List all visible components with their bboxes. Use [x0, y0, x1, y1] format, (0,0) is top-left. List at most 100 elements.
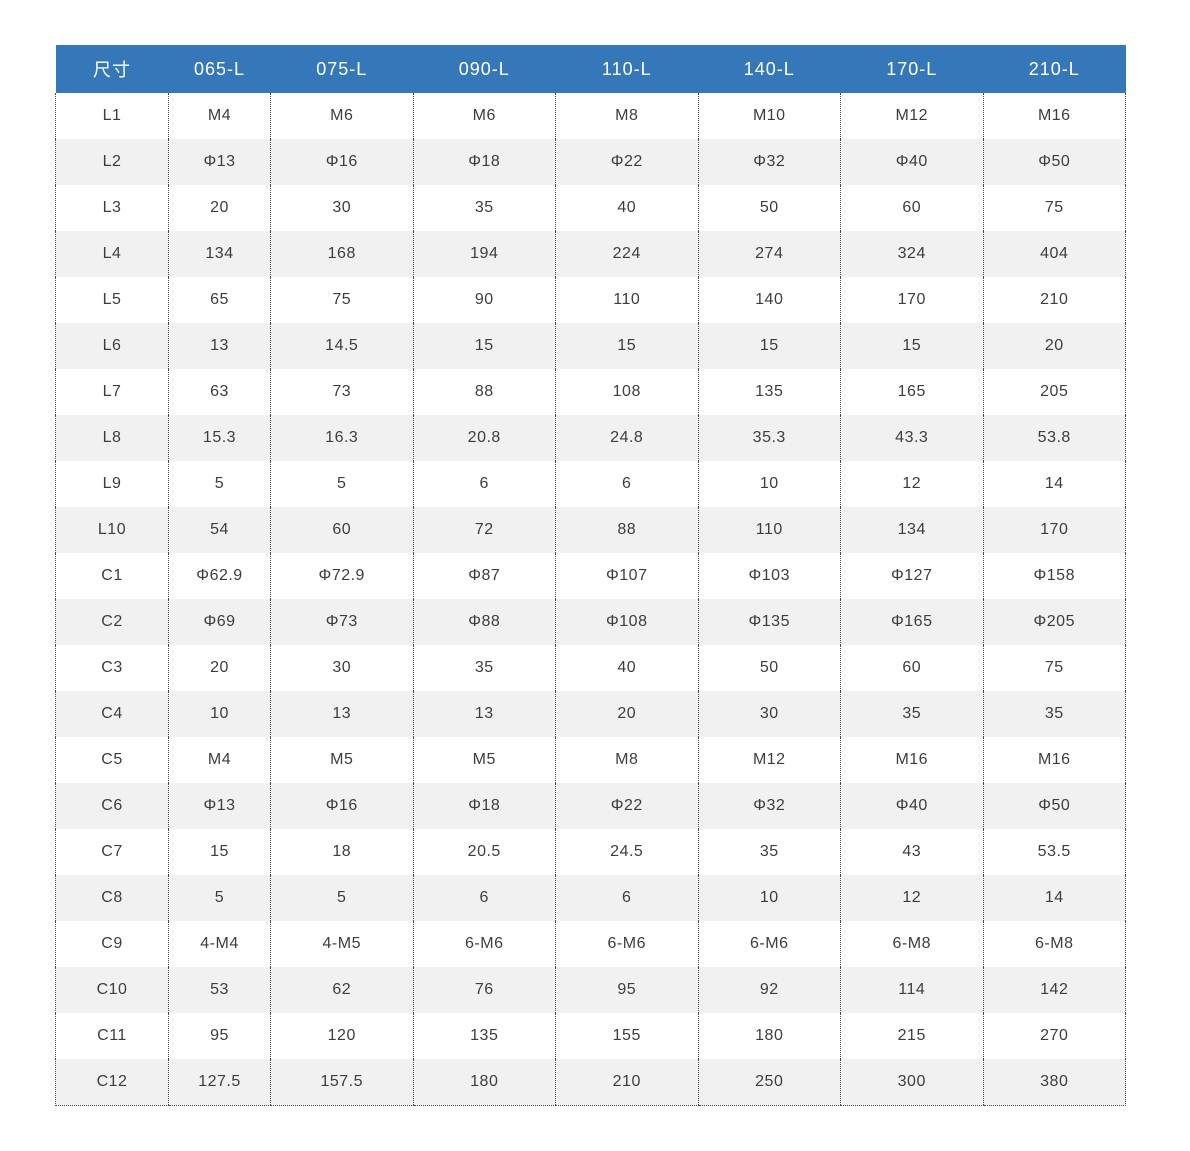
- value-cell: 134: [168, 231, 271, 277]
- value-cell: 88: [555, 507, 698, 553]
- table-row: L9 5 5 6 6 10 12 14: [55, 461, 1126, 507]
- header-cell: 140-L: [698, 45, 841, 93]
- value-cell: Φ127: [840, 553, 983, 599]
- header-cell: 110-L: [555, 45, 698, 93]
- value-cell: M16: [840, 737, 983, 783]
- row-label-cell: C1: [55, 553, 169, 599]
- value-cell: M16: [982, 737, 1126, 783]
- value-cell: 76: [412, 967, 556, 1013]
- value-cell: 110: [555, 277, 698, 323]
- row-label-cell: C6: [55, 783, 169, 829]
- value-cell: 142: [982, 967, 1126, 1013]
- row-label-cell: L3: [55, 185, 169, 231]
- row-label-cell: C8: [55, 875, 169, 921]
- value-cell: Φ69: [168, 599, 271, 645]
- value-cell: 13: [270, 691, 413, 737]
- value-cell: 210: [982, 277, 1126, 323]
- row-label-cell: L7: [55, 369, 169, 415]
- value-cell: 15: [697, 323, 841, 369]
- value-cell: 168: [270, 231, 413, 277]
- value-cell: 6-M6: [555, 921, 698, 967]
- value-cell: 127.5: [168, 1059, 271, 1106]
- value-cell: 12: [840, 875, 983, 921]
- value-cell: 90: [412, 277, 556, 323]
- value-cell: Φ135: [697, 599, 841, 645]
- value-cell: 18: [270, 829, 413, 875]
- value-cell: 270: [982, 1013, 1126, 1059]
- value-cell: 35: [697, 829, 841, 875]
- table-row: L6 13 14.5 15 15 15 15 20: [55, 323, 1126, 369]
- value-cell: 300: [840, 1059, 983, 1106]
- value-cell: 170: [982, 507, 1126, 553]
- value-cell: M4: [168, 93, 271, 139]
- value-cell: 50: [697, 185, 841, 231]
- value-cell: 20: [982, 323, 1126, 369]
- header-cell: 090-L: [413, 45, 556, 93]
- value-cell: Φ32: [697, 783, 841, 829]
- value-cell: Φ72.9: [270, 553, 413, 599]
- row-label-cell: L4: [55, 231, 169, 277]
- value-cell: 10: [697, 461, 841, 507]
- table-row: L4 134 168 194 224 274 324 404: [55, 231, 1126, 277]
- table-row: L10 54 60 72 88 110 134 170: [55, 507, 1126, 553]
- value-cell: 155: [555, 1013, 698, 1059]
- row-label-cell: C12: [55, 1059, 169, 1106]
- row-label-cell: L8: [55, 415, 169, 461]
- row-label-cell: L6: [55, 323, 169, 369]
- table-row: C1 Φ62.9 Φ72.9 Φ87 Φ107 Φ103 Φ127 Φ158: [55, 553, 1126, 599]
- value-cell: 88: [412, 369, 556, 415]
- value-cell: M10: [697, 93, 841, 139]
- value-cell: 72: [412, 507, 556, 553]
- value-cell: 5: [270, 461, 413, 507]
- value-cell: Φ16: [270, 139, 413, 185]
- header-row: 尺寸 065-L 075-L 090-L 110-L 140-L 170-L 210-L: [55, 45, 1126, 93]
- spec-table-container: 尺寸 065-L 075-L 090-L 110-L 140-L 170-L 210-L L1…: [55, 45, 1126, 1106]
- value-cell: Φ18: [412, 139, 556, 185]
- value-cell: M5: [270, 737, 413, 783]
- value-cell: 165: [840, 369, 983, 415]
- table-row: C6 Φ13 Φ16 Φ18 Φ22 Φ32 Φ40 Φ50: [55, 783, 1126, 829]
- header-cell: 075-L: [270, 45, 413, 93]
- value-cell: 20.5: [412, 829, 556, 875]
- value-cell: Φ205: [982, 599, 1126, 645]
- value-cell: 12: [840, 461, 983, 507]
- value-cell: 43.3: [840, 415, 983, 461]
- table-row: C5 M4 M5 M5 M8 M12 M16 M16: [55, 737, 1126, 783]
- value-cell: 20: [555, 691, 698, 737]
- table-row: C8 5 5 6 6 10 12 14: [55, 875, 1126, 921]
- table-row: C2 Φ69 Φ73 Φ88 Φ108 Φ135 Φ165 Φ205: [55, 599, 1126, 645]
- value-cell: 215: [840, 1013, 983, 1059]
- table-row: L7 63 73 88 108 135 165 205: [55, 369, 1126, 415]
- value-cell: 4-M4: [168, 921, 271, 967]
- value-cell: 194: [412, 231, 556, 277]
- table-row: L5 65 75 90 110 140 170 210: [55, 277, 1126, 323]
- value-cell: Φ18: [412, 783, 556, 829]
- value-cell: 53.8: [982, 415, 1126, 461]
- value-cell: 404: [982, 231, 1126, 277]
- value-cell: Φ13: [168, 783, 271, 829]
- value-cell: M5: [412, 737, 556, 783]
- value-cell: 16.3: [270, 415, 413, 461]
- value-cell: M6: [270, 93, 413, 139]
- value-cell: Φ40: [840, 139, 983, 185]
- row-label-cell: L10: [55, 507, 169, 553]
- row-label-cell: C5: [55, 737, 169, 783]
- value-cell: 205: [982, 369, 1126, 415]
- value-cell: 50: [697, 645, 841, 691]
- value-cell: 65: [168, 277, 271, 323]
- value-cell: 14.5: [270, 323, 413, 369]
- value-cell: 134: [840, 507, 983, 553]
- row-label-cell: L1: [55, 93, 169, 139]
- table-row: C11 95 120 135 155 180 215 270: [55, 1013, 1126, 1059]
- dimension-spec-table: 尺寸 065-L 075-L 090-L 110-L 140-L 170-L 210-L L1…: [55, 45, 1126, 1106]
- value-cell: 114: [840, 967, 983, 1013]
- value-cell: 40: [555, 185, 698, 231]
- row-label-cell: L9: [55, 461, 169, 507]
- value-cell: Φ165: [840, 599, 983, 645]
- row-label-cell: C2: [55, 599, 169, 645]
- value-cell: 35: [982, 691, 1126, 737]
- value-cell: 6: [412, 875, 556, 921]
- value-cell: Φ16: [270, 783, 413, 829]
- value-cell: Φ13: [168, 139, 271, 185]
- row-label-cell: C7: [55, 829, 169, 875]
